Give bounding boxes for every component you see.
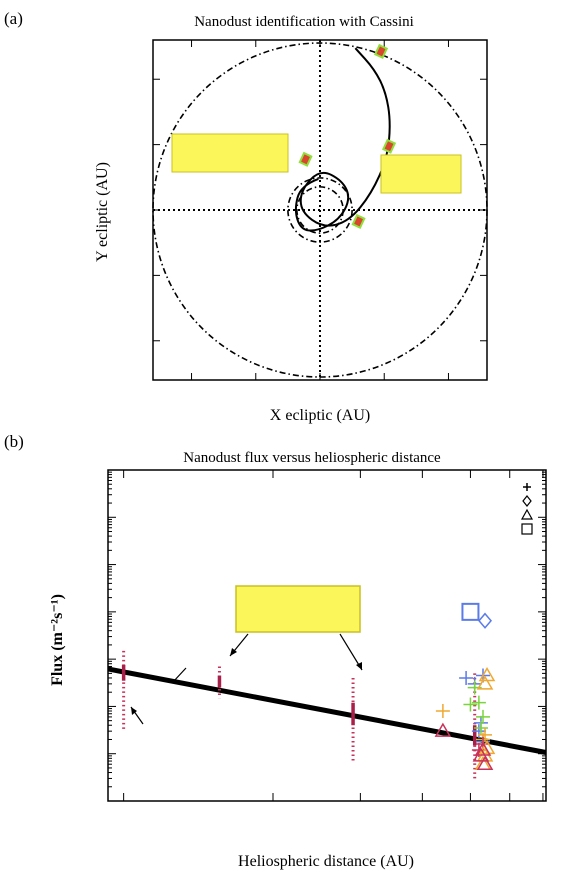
ulysses-1992-point	[435, 704, 450, 719]
panel-a-title: Nanodust identification with Cassini	[194, 14, 414, 30]
this-paper-arrowhead-left	[230, 648, 237, 656]
panel-a: (a) Nanodust identification with Cassini…	[4, 9, 488, 424]
ulysses-1992-point	[459, 670, 474, 685]
panel-b: (b) Nanodust flux versus heliospheric di…	[4, 432, 547, 870]
ulysses-2002-point	[472, 747, 490, 762]
legend-square-symbol	[521, 523, 533, 535]
ulysses-1992-point	[471, 724, 486, 739]
panel-b-xlabel: Heliospheric distance (AU)	[238, 853, 414, 870]
dust-detection-segment	[354, 216, 363, 227]
legend-plus-symbol	[523, 483, 531, 491]
legend-diamond-symbol	[522, 495, 532, 507]
panel-b-ylabel: Flux (m⁻²s⁻¹)	[49, 594, 66, 686]
planet-orbit	[287, 177, 353, 243]
ulysses-2002-point	[476, 675, 494, 690]
ulysses-1992-point	[475, 709, 490, 724]
dust-detection-segment	[384, 141, 394, 152]
ulysses-2002-point	[434, 722, 452, 737]
segment-label-box	[380, 154, 462, 194]
planet-orbit	[152, 42, 488, 378]
galileo-1995-point	[478, 612, 493, 629]
panel-a-label: (a)	[4, 9, 23, 28]
this-paper-box	[235, 585, 361, 633]
panel-b-label: (b)	[4, 432, 24, 451]
fit-line-arrow	[172, 667, 187, 683]
ulysses-1992-point	[478, 727, 493, 742]
ulysses-1992-point	[471, 695, 486, 710]
legend-triangle-symbol	[520, 508, 534, 520]
ulysses-2002-point	[476, 755, 494, 770]
cassini-trajectory	[294, 47, 391, 232]
dust-detection-segment	[376, 46, 386, 57]
cassini-2001-point	[461, 602, 480, 621]
panel-b-frame	[107, 469, 547, 802]
ulysses-2002-point	[474, 741, 492, 756]
sch2014-arrowhead	[131, 707, 137, 715]
panel-b-title: Nanodust flux versus heliospheric distan…	[183, 450, 441, 466]
ulysses-2002-point	[478, 667, 496, 682]
dust-detection-segment	[301, 154, 310, 165]
panel-a-ylabel: Y ecliptic (AU)	[94, 162, 111, 262]
panel-a-xlabel: X ecliptic (AU)	[270, 407, 370, 424]
ulysses-1992-point	[463, 697, 478, 712]
segment-label-box	[171, 133, 289, 173]
this-paper-arrowhead-right	[356, 662, 362, 670]
